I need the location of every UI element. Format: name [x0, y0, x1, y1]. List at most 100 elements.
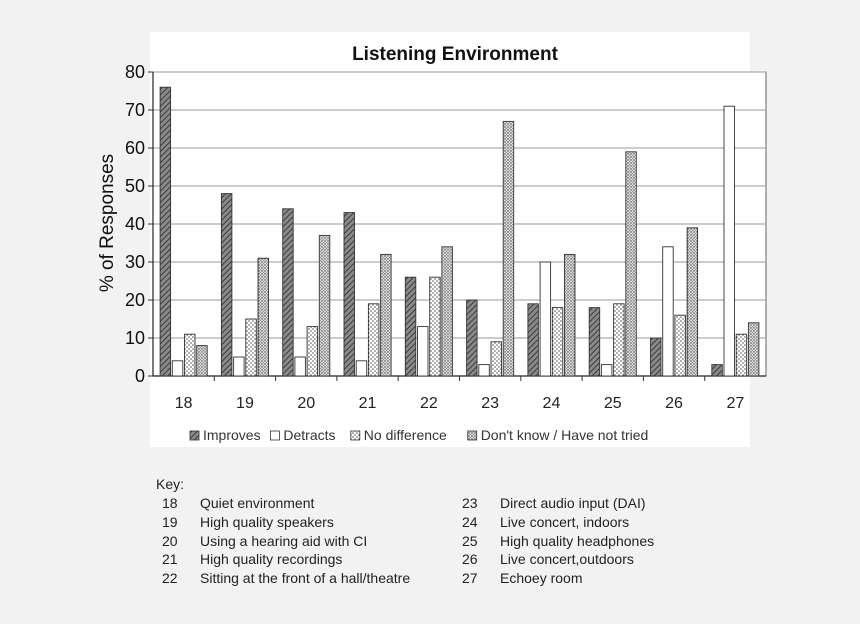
- y-tick-label: 0: [135, 366, 145, 386]
- bar-improves-26: [650, 337, 662, 377]
- bar-don-t-know-have-not-tried-20: [318, 234, 331, 377]
- key-item-label: Using a hearing aid with CI: [200, 532, 368, 549]
- key-item: 21 High quality recordings: [156, 550, 456, 569]
- key-item-label: High quality recordings: [200, 551, 343, 568]
- legend: Improves Detracts No difference Don't know …: [189, 427, 649, 443]
- key-item-label: Echoey room: [500, 570, 583, 587]
- x-tick-label: 27: [726, 395, 744, 412]
- bar-don-t-know-have-not-tried-23: [502, 120, 515, 377]
- plot-area: 0 10 20 30 40 50 60 70 80 18 19 20 21 22 23 24 25 26 27: [125, 62, 767, 412]
- key-item: 25 High quality headphones: [456, 532, 756, 551]
- bar-chart: Listening Environment % of Responses 0 10…: [97, 32, 767, 447]
- key-item: 19 High quality speakers: [156, 513, 456, 532]
- bar-no-difference-27: [735, 333, 748, 377]
- key-column-right: 23 Direct audio input (DAI) 24 Live conc…: [456, 494, 756, 588]
- bar-don-t-know-have-not-tried-18: [196, 345, 208, 377]
- y-tick-label: 50: [125, 176, 145, 196]
- key-column-left: 18 Quiet environment 19 High quality spe…: [156, 494, 456, 588]
- y-tick-label: 30: [125, 252, 145, 272]
- bar-no-difference-19: [245, 318, 257, 377]
- key-item: 22 Sitting at the front of a hall/theatr…: [156, 569, 456, 588]
- x-tick-label: 26: [665, 395, 683, 412]
- y-tick-label: 10: [125, 328, 145, 348]
- key-title: Key:: [156, 476, 185, 492]
- legend-label-no-difference: No difference: [364, 427, 447, 443]
- bar-detracts-18: [171, 360, 184, 377]
- bar-detracts-26: [662, 246, 674, 377]
- key-item-label: Live concert,outdoors: [500, 551, 634, 568]
- legend-swatch-no-difference: [350, 430, 361, 441]
- y-tick-label: 70: [125, 100, 145, 120]
- bar-improves-25: [588, 307, 601, 377]
- x-tick-label: 20: [297, 395, 315, 412]
- y-tick-label: 20: [125, 290, 145, 310]
- bar-don-t-know-have-not-tried-26: [686, 227, 699, 377]
- key-item-number: 25: [462, 532, 478, 549]
- key-item: 18 Quiet environment: [156, 494, 456, 513]
- y-tick-label: 60: [125, 138, 145, 158]
- bar-detracts-25: [600, 364, 613, 377]
- bar-don-t-know-have-not-tried-24: [564, 253, 576, 377]
- bar-improves-19: [220, 193, 233, 377]
- bar-detracts-24: [539, 261, 552, 377]
- bar-don-t-know-have-not-tried-27: [747, 322, 760, 377]
- bar-improves-24: [527, 303, 539, 377]
- bar-no-difference-20: [306, 326, 319, 377]
- x-tick-label: 24: [543, 395, 561, 412]
- key-item-label: Quiet environment: [200, 495, 315, 511]
- legend-swatch-improves: [189, 430, 200, 441]
- bar-improves-27: [711, 364, 723, 377]
- key-item-number: 19: [162, 513, 178, 530]
- key-item: 23 Direct audio input (DAI): [456, 494, 756, 513]
- x-tick-label: 25: [604, 395, 622, 412]
- key-item: 26 Live concert,outdoors: [456, 550, 756, 569]
- y-tick-label: 40: [125, 214, 145, 234]
- key-item-number: 27: [462, 570, 478, 587]
- legend-swatch-detracts: [269, 430, 280, 441]
- key-item: 20 Using a hearing aid with CI: [156, 532, 456, 551]
- key-columns: 18 Quiet environment 19 High quality spe…: [156, 494, 756, 588]
- legend-swatch-don-t-know-have-not-tried: [467, 430, 478, 441]
- bar-don-t-know-have-not-tried-21: [380, 253, 392, 377]
- bar-don-t-know-have-not-tried-19: [257, 257, 269, 377]
- bar-improves-23: [466, 299, 478, 377]
- y-tick-label: 80: [125, 62, 145, 82]
- key-item-label: High quality speakers: [200, 513, 334, 530]
- bar-detracts-20: [294, 356, 306, 377]
- key-item: 27 Echoey room: [456, 569, 756, 588]
- key-item-number: 18: [162, 495, 178, 511]
- x-tick-label: 19: [236, 395, 254, 412]
- key-item-number: 24: [462, 513, 478, 530]
- bar-no-difference-26: [674, 314, 686, 377]
- key-item: 24 Live concert, indoors: [456, 513, 756, 532]
- key-item-number: 21: [162, 551, 178, 568]
- bar-improves-20: [282, 208, 294, 377]
- bar-detracts-21: [355, 360, 368, 377]
- x-tick-label: 23: [481, 395, 499, 412]
- key-item-number: 23: [462, 495, 478, 511]
- key-item-number: 26: [462, 551, 478, 568]
- bar-improves-21: [343, 212, 355, 377]
- key-panel: Key: 18 Quiet environment 19 High qualit…: [156, 476, 756, 588]
- bar-detracts-23: [478, 364, 490, 377]
- bar-improves-18: [159, 86, 172, 377]
- legend-label-don-t-know-have-not-tried: Don't know / Have not tried: [481, 427, 649, 443]
- x-tick-label: 21: [359, 395, 377, 412]
- chart-title: Listening Environment: [352, 44, 559, 65]
- bar-don-t-know-have-not-tried-25: [625, 151, 637, 377]
- bar-don-t-know-have-not-tried-22: [441, 246, 453, 377]
- bar-detracts-22: [417, 326, 429, 377]
- bar-no-difference-22: [429, 276, 441, 377]
- bar-detracts-19: [233, 356, 245, 377]
- bar-no-difference-23: [490, 341, 502, 377]
- y-axis-label: % of Responses: [97, 154, 118, 292]
- legend-label-detracts: Detracts: [283, 427, 335, 443]
- key-item-label: Direct audio input (DAI): [500, 495, 646, 511]
- key-item-label: Sitting at the front of a hall/theatre: [200, 570, 411, 587]
- bar-no-difference-21: [367, 303, 380, 377]
- key-item-number: 20: [162, 532, 178, 549]
- key-item-number: 22: [162, 570, 178, 587]
- x-tick-label: 22: [420, 395, 438, 412]
- x-tick-label: 18: [175, 395, 193, 412]
- bar-no-difference-25: [613, 303, 625, 377]
